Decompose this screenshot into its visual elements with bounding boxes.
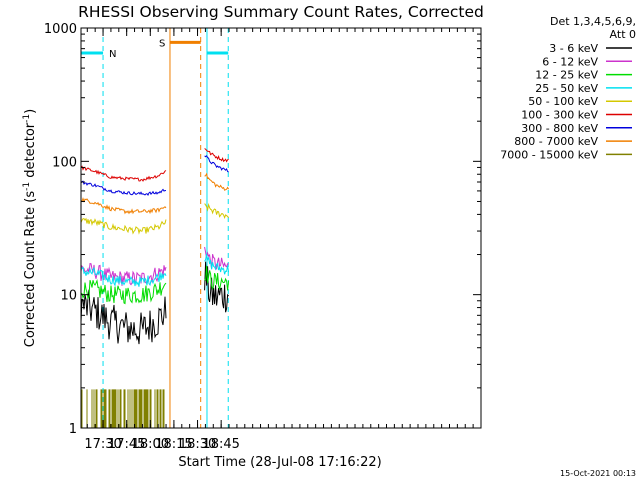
series-3-6-kev <box>81 261 229 345</box>
series-line-1-1 <box>204 246 229 270</box>
series-7000-15000-kev <box>81 389 165 428</box>
legend-label-8: 7000 - 15000 keV <box>500 148 598 161</box>
series-line-3-0 <box>81 266 167 287</box>
x-tick-label-1: 17:45 <box>108 437 145 452</box>
series-line-2-1 <box>204 265 230 291</box>
y-tick-label-3: 1000 <box>44 22 77 37</box>
y-axis-label: Corrected Count Rate (s-1 detector-1) <box>22 109 38 347</box>
plot-inner: NS <box>81 28 230 428</box>
x-tick-label-2: 18:00 <box>132 437 169 452</box>
plot-area: NS <box>81 28 230 428</box>
series-line-5-0 <box>81 165 167 182</box>
legend-label-6: 300 - 800 keV <box>521 122 598 135</box>
x-tick-label-3: 18:15 <box>155 437 192 452</box>
legend-label-2: 12 - 25 keV <box>535 69 598 82</box>
series-line-3-1 <box>204 254 230 275</box>
x-axis-label: Start Time (28-Jul-08 17:16:22) <box>178 455 381 470</box>
x-tick-label-4: 18:30 <box>179 437 216 452</box>
annotation-label-1: S <box>159 38 165 49</box>
series-line-6-0 <box>81 180 167 196</box>
x-tick-label-0: 17:30 <box>84 437 121 452</box>
series-line-7-0 <box>81 197 167 215</box>
series-50-100-kev <box>81 202 229 235</box>
legend-label-3: 25 - 50 keV <box>535 82 598 95</box>
plot-frame <box>80 27 482 429</box>
series-line-6-1 <box>204 155 229 173</box>
series-12-25-kev <box>81 265 230 305</box>
legend-label-1: 6 - 12 keV <box>542 55 598 68</box>
legend-header-0: Det 1,3,4,5,6,9, <box>550 15 636 28</box>
legend-label-4: 50 - 100 keV <box>528 95 598 108</box>
legend-label-5: 100 - 300 keV <box>521 109 598 122</box>
annotation-label-0: N <box>109 49 116 60</box>
legend-label-0: 3 - 6 keV <box>549 42 598 55</box>
series-line-0-1 <box>204 261 229 313</box>
series-100-300-kev <box>81 148 229 182</box>
y-tick-label-0: 1 <box>69 422 77 437</box>
y-tick-label-1: 10 <box>60 289 77 304</box>
series-line-7-1 <box>204 172 230 191</box>
series-800-7000-kev <box>81 172 230 215</box>
y-tick-label-2: 100 <box>52 155 77 170</box>
series-300-800-kev <box>81 155 229 196</box>
series-line-0-0 <box>81 289 167 345</box>
series-line-4-0 <box>81 217 167 235</box>
x-tick-label-5: 18:45 <box>202 437 239 452</box>
series-line-5-1 <box>204 148 229 163</box>
legend-label-7: 800 - 7000 keV <box>514 135 598 148</box>
footer-timestamp: 15-Oct-2021 00:13 <box>560 469 636 478</box>
series-line-2-0 <box>81 278 167 305</box>
series-line-4-1 <box>204 202 229 219</box>
series-25-50-kev <box>81 254 230 287</box>
legend-header-1: Att 0 <box>610 28 636 41</box>
chart-title: RHESSI Observing Summary Count Rates, Co… <box>78 3 484 21</box>
